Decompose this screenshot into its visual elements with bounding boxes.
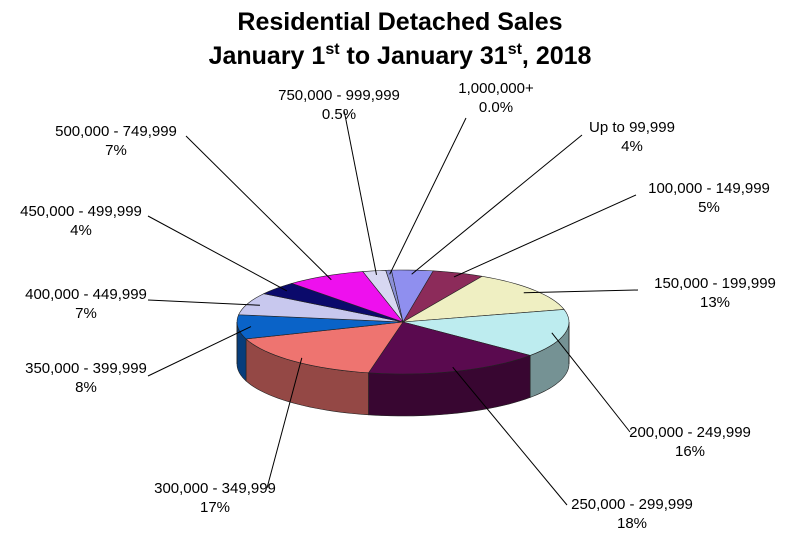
slice-value-label: 7% [75, 305, 97, 322]
leader-line [411, 134, 583, 275]
slice-label: 250,000 - 299,999 [571, 496, 693, 513]
leader-line [453, 194, 637, 278]
pie-side-walls [236, 321, 570, 417]
pie-top-faces [236, 269, 570, 375]
slice-label: 400,000 - 449,999 [25, 286, 147, 303]
slice-label: 450,000 - 499,999 [20, 203, 142, 220]
slice-value-label: 18% [617, 515, 647, 532]
slice-label: 100,000 - 149,999 [648, 180, 770, 197]
pie-slice [402, 309, 570, 356]
pie-slice [367, 321, 532, 375]
slice-value-label: 5% [698, 199, 720, 216]
slice-label: 200,000 - 249,999 [629, 424, 751, 441]
pie-slice [362, 269, 404, 323]
leader-line [452, 366, 568, 506]
slice-value-label: 13% [700, 294, 730, 311]
pie-slice [262, 283, 404, 323]
pie-slice [402, 270, 484, 323]
slice-value-label: 4% [70, 222, 92, 239]
pie-slice [238, 293, 404, 323]
slice-label: Up to 99,999 [589, 119, 675, 136]
leader-line [523, 289, 639, 294]
slice-label: 750,000 - 999,999 [278, 87, 400, 104]
pie-slice [391, 269, 434, 323]
pie-slice [236, 314, 404, 340]
leader-line [147, 326, 252, 377]
slice-label: 150,000 - 199,999 [654, 275, 776, 292]
leader-lines [147, 109, 639, 506]
slice-label: 350,000 - 399,999 [25, 360, 147, 377]
leader-line [266, 357, 303, 489]
leader-line [343, 109, 377, 275]
slice-value-label: 16% [675, 443, 705, 460]
chart-title: Residential Detached Sales [237, 8, 562, 36]
leader-line [185, 135, 332, 281]
slice-value-label: 4% [621, 138, 643, 155]
leader-line [147, 215, 288, 292]
slice-label: 300,000 - 349,999 [154, 480, 276, 497]
slice-label: 1,000,000+ [458, 80, 534, 97]
subtitle-sup-a: st [325, 41, 340, 58]
chart-subtitle: January 1st to January 31st, 2018 [209, 41, 592, 70]
leader-line [147, 299, 260, 306]
slice-value-label: 8% [75, 379, 97, 396]
leader-line [389, 117, 467, 275]
pie-slice [290, 271, 404, 323]
pie-slice [402, 275, 565, 323]
subtitle-sup-b: st [508, 41, 523, 58]
slice-label: 500,000 - 749,999 [55, 123, 177, 140]
subtitle-part-mid: to January 31 [340, 42, 508, 70]
leader-line [551, 332, 631, 433]
subtitle-part-end: , 2018 [522, 42, 592, 70]
slice-labels: 1,000,000+ 0.0% Up to 99,999 4% 100,000 - 14… [20, 80, 776, 532]
slice-value-label: 7% [105, 142, 127, 159]
slice-value-label: 0.5% [322, 106, 356, 123]
slice-value-label: 0.0% [479, 99, 513, 116]
subtitle-part-a: January 1 [209, 42, 326, 70]
slice-value-label: 17% [200, 499, 230, 516]
